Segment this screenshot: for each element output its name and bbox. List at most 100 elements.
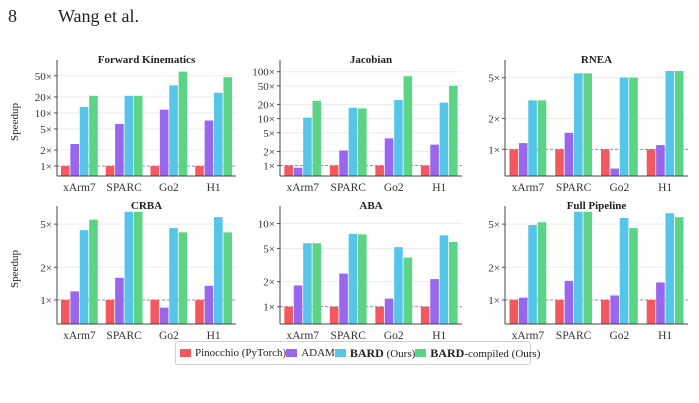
crba-bar-go2-bard_compiled: [178, 232, 188, 324]
jacobian-bar-xarm7-bard_compiled: [312, 100, 322, 176]
jacobian-ytick-label: 1×: [263, 161, 275, 173]
jacobian-bar-h1-pinocchio: [420, 165, 430, 176]
jacobian-bar-sparc-pinocchio: [329, 165, 339, 176]
aba-bar-xarm7-pinocchio: [284, 306, 293, 324]
full-pipeline-xtick-label: Go2: [609, 330, 629, 342]
jacobian-ytick-label: 20×: [258, 100, 275, 112]
full-pipeline-bar-go2-bard_compiled: [629, 228, 638, 324]
rnea-bar-sparc-pinocchio: [555, 149, 564, 176]
rnea-bar-sparc-adam: [564, 132, 574, 176]
rnea-bar-h1-pinocchio: [646, 149, 656, 176]
forward-kinematics-bar-h1-bard_compiled: [223, 77, 233, 176]
aba-bar-h1-bard_compiled: [449, 241, 458, 324]
crba-title: CRBA: [131, 200, 162, 212]
aba-bar-go2-adam: [384, 298, 394, 324]
crba-bar-xarm7-bard: [79, 230, 89, 324]
forward-kinematics-bar-sparc-bard: [124, 95, 134, 176]
aba-ytick-label: 5×: [263, 244, 275, 256]
forward-kinematics-bar-go2-bard_compiled: [178, 71, 188, 176]
aba-bar-sparc-adam: [339, 273, 348, 324]
legend-swatch-bard: [334, 349, 346, 357]
forward-kinematics-title: Forward Kinematics: [98, 54, 196, 66]
crba-bar-h1-adam: [204, 285, 214, 324]
legend-swatch-adam: [286, 349, 298, 357]
running-head: Wang et al.: [58, 6, 140, 26]
legend-label-bard: (Ours): [383, 347, 416, 360]
rnea-bar-xarm7-bard: [528, 100, 537, 176]
forward-kinematics-bar-go2-pinocchio: [150, 166, 160, 176]
crba-bar-sparc-bard: [124, 211, 134, 324]
forward-kinematics-ytick-label: 5×: [40, 124, 52, 136]
full-pipeline-bar-go2-bard: [619, 217, 629, 324]
aba-ytick-label: 2×: [263, 277, 275, 289]
jacobian-bar-h1-bard_compiled: [449, 85, 458, 176]
full-pipeline-bar-go2-pinocchio: [600, 299, 610, 324]
jacobian-bar-go2-bard: [394, 99, 403, 176]
rnea-title: RNEA: [581, 54, 612, 66]
full-pipeline-title: Full Pipeline: [567, 200, 627, 212]
crba-ylabel: Speedup: [9, 250, 21, 288]
legend-swatch-bard-compiled: [415, 349, 427, 357]
rnea-xtick-label: H1: [658, 182, 672, 194]
aba-xtick-label: H1: [432, 330, 446, 342]
jacobian-bar-go2-adam: [384, 138, 394, 176]
aba-bar-xarm7-bard: [303, 243, 312, 324]
crba-bar-h1-bard_compiled: [223, 232, 233, 324]
aba-bar-h1-pinocchio: [420, 306, 430, 324]
jacobian-ytick-label: 5×: [263, 128, 275, 140]
aba-bar-sparc-pinocchio: [329, 306, 339, 324]
jacobian-bar-go2-pinocchio: [375, 165, 384, 176]
rnea-bar-h1-bard_compiled: [674, 70, 684, 176]
crba-bar-sparc-adam: [115, 277, 124, 324]
full-pipeline-bar-h1-adam: [656, 282, 665, 324]
forward-kinematics-bar-xarm7-adam: [70, 144, 79, 176]
forward-kinematics-bar-sparc-adam: [115, 123, 124, 176]
full-pipeline-bar-h1-pinocchio: [646, 299, 656, 324]
rnea-ytick-label: 2×: [488, 113, 500, 125]
page-number: 8: [8, 6, 17, 26]
aba-bar-h1-bard: [439, 235, 449, 324]
full-pipeline-bar-sparc-bard: [574, 211, 583, 324]
aba-bar-xarm7-adam: [293, 285, 303, 324]
forward-kinematics-ytick-label: 50×: [35, 71, 52, 83]
jacobian-ytick-label: 50×: [258, 81, 275, 93]
forward-kinematics-xtick-label: xArm7: [63, 182, 96, 194]
jacobian-bar-xarm7-adam: [293, 167, 303, 176]
legend-label-bard-compiled: -compiled (Ours): [464, 347, 541, 360]
forward-kinematics-ytick-label: 10×: [35, 108, 52, 120]
rnea-xtick-label: xArm7: [512, 182, 545, 194]
crba-xtick-label: H1: [207, 330, 221, 342]
crba-ytick-label: 1×: [40, 295, 52, 307]
forward-kinematics-bar-h1-pinocchio: [195, 166, 204, 176]
rnea-bar-go2-bard: [619, 77, 629, 176]
crba-bar-sparc-bard_compiled: [133, 211, 143, 324]
rnea-bar-go2-pinocchio: [600, 149, 610, 176]
forward-kinematics-ytick-label: 2×: [40, 145, 52, 157]
jacobian-bar-h1-adam: [430, 144, 439, 176]
rnea-bar-go2-bard_compiled: [629, 77, 638, 176]
crba-bar-xarm7-adam: [70, 291, 79, 324]
aba-title: ABA: [359, 200, 382, 212]
aba-ytick-label: 10×: [258, 218, 275, 230]
legend-item-pinocchio: Pinocchio (PyTorch): [180, 347, 286, 359]
jacobian-xtick-label: H1: [432, 182, 446, 194]
full-pipeline-bar-xarm7-bard_compiled: [537, 222, 547, 324]
crba-xtick-label: xArm7: [63, 330, 96, 342]
full-pipeline-bar-xarm7-pinocchio: [509, 299, 519, 324]
forward-kinematics-ylabel: Speedup: [9, 103, 21, 141]
jacobian-bar-sparc-bard: [348, 107, 358, 176]
full-pipeline-bar-xarm7-bard: [528, 225, 537, 324]
crba-bar-h1-bard: [214, 217, 223, 324]
jacobian-bar-go2-bard_compiled: [403, 76, 413, 176]
forward-kinematics-bar-xarm7-bard: [79, 106, 89, 176]
crba-xtick-label: Go2: [159, 330, 179, 342]
legend-swatch-pinocchio: [180, 349, 191, 357]
jacobian-bar-xarm7-bard: [303, 117, 312, 176]
jacobian-xtick-label: Go2: [384, 182, 404, 194]
aba-xtick-label: Go2: [384, 330, 404, 342]
full-pipeline-ytick-label: 1×: [488, 295, 500, 307]
forward-kinematics-bar-go2-adam: [159, 109, 169, 176]
aba-xtick-label: xArm7: [286, 330, 319, 342]
legend-label-pinocchio: Pinocchio (PyTorch): [195, 347, 287, 359]
full-pipeline-xtick-label: SPARC: [556, 330, 592, 342]
